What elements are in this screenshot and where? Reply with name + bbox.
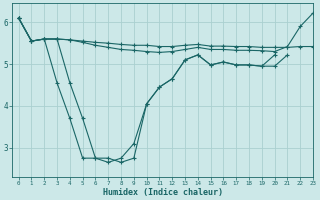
X-axis label: Humidex (Indice chaleur): Humidex (Indice chaleur) [103, 188, 223, 197]
